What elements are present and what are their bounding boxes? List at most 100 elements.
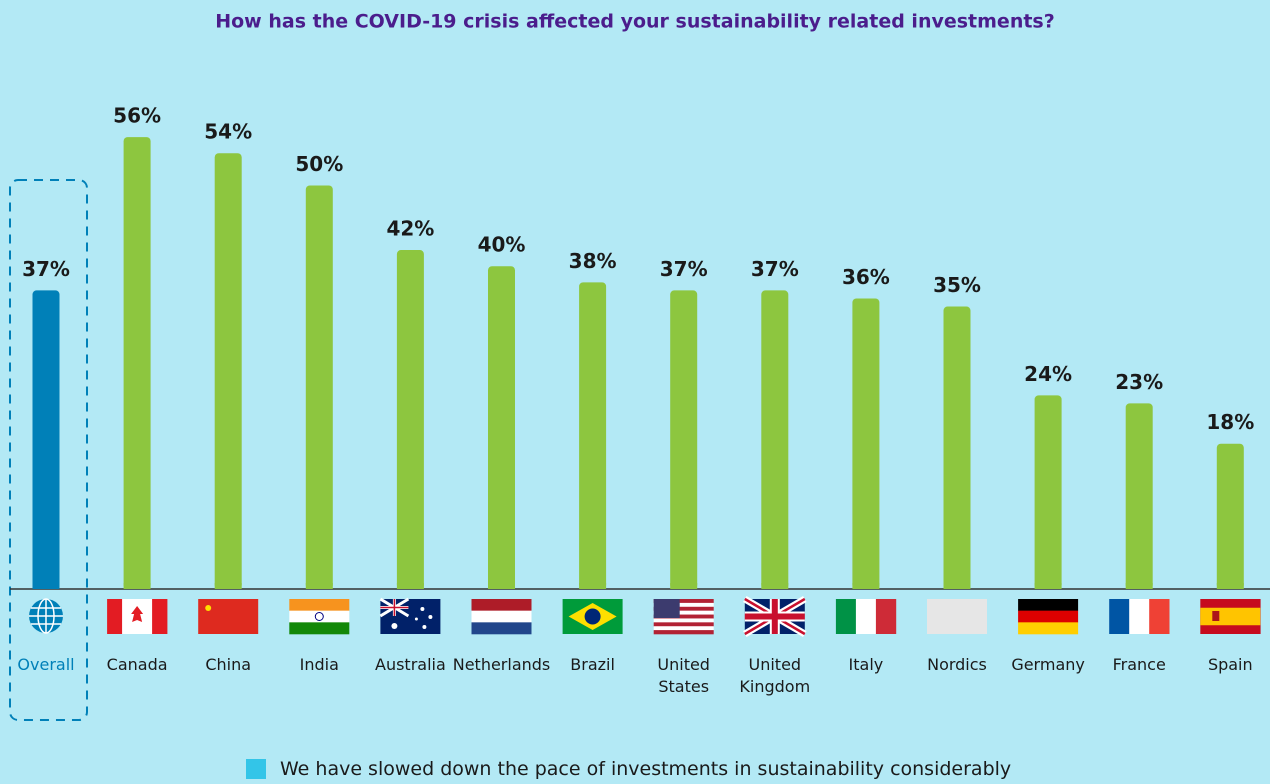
value-label: 18% [1206,410,1254,434]
flag [927,599,987,634]
legend-swatch [246,759,266,779]
bar [943,306,971,589]
flag-part [314,612,324,621]
flag-part [835,599,857,634]
legend: We have slowed down the pace of investme… [246,758,1011,780]
flag [107,599,168,634]
flag-part [1018,599,1079,611]
x-tick-label: Netherlands [452,655,551,674]
value-label: 24% [1024,362,1072,386]
x-tick-label: Brazil [570,655,615,674]
flag-part [653,610,714,615]
x-tick-label: France [1112,655,1166,674]
flag [1109,599,1170,634]
x-tick-label: Germany [1011,655,1085,674]
bar [32,290,60,589]
flag-part [653,618,714,623]
bar-foot [305,583,333,589]
flag-part [927,599,987,634]
x-tick-label: United States [657,655,710,696]
flag-part [744,599,805,634]
bar-foot [1216,583,1244,589]
flag-part [198,599,259,634]
legend-label: We have slowed down the pace of investme… [280,758,1012,780]
flag-part [653,630,714,635]
flag-part [471,599,532,611]
flag [562,599,623,634]
bar-foot [396,583,424,589]
bar [214,153,242,589]
bar [123,137,151,589]
globe-line [31,607,61,625]
flag-part [391,623,398,629]
flag-part [1018,610,1079,623]
flag [289,599,350,635]
value-label: 37% [751,257,799,281]
bar [396,250,424,589]
x-tick-label: India [299,655,339,674]
value-label: 54% [204,120,252,144]
bar-foot [943,583,971,589]
flag-part [653,614,714,619]
x-tick-label: China [205,655,252,674]
bar [488,266,515,589]
value-label: 36% [842,265,890,289]
bar-foot [488,583,515,589]
bar [1125,403,1153,589]
bar [852,298,880,589]
flag-part [584,608,601,625]
flag-part [653,599,680,618]
value-label: 56% [113,104,161,128]
flag-part [420,607,425,611]
chart-title: How has the COVID-19 crisis affected you… [215,11,1055,33]
flag-part [653,602,714,608]
x-tick-label: Italy [848,655,884,674]
flag [471,599,532,635]
flag [29,598,63,634]
flag-part [1149,599,1170,634]
flag-part [422,625,427,629]
value-label: 23% [1115,370,1163,394]
flag [835,599,897,634]
flag-part [1200,607,1261,626]
flag-part [205,605,212,611]
flag-part [653,626,714,631]
value-label: 37% [660,257,708,281]
flag-part [653,622,714,627]
bar [579,282,607,589]
bar-foot [579,583,607,589]
globe-line [37,598,55,634]
x-tick-label: Canada [106,655,168,674]
bar-foot [214,583,242,589]
flag [198,599,259,634]
flag-part [471,622,532,635]
flag [743,595,807,638]
flag-part [1018,622,1079,635]
value-label: 42% [386,217,434,241]
flag-part [428,615,433,619]
flag-part [152,599,168,634]
flag-part [855,599,877,634]
x-tick-label: Australia [375,655,446,674]
flag-part [875,599,897,634]
flag-part [414,617,418,621]
highlight-box [9,179,88,721]
bar-foot [123,583,151,589]
bar-foot [761,583,789,589]
flag-part [1212,611,1220,621]
bar-foot [1034,583,1062,589]
bar [1034,395,1062,589]
bar [305,185,333,589]
value-label: 40% [478,233,526,257]
flag-part [1109,599,1130,634]
value-label: 50% [295,152,343,176]
bar-foot [1125,583,1153,589]
bar-foot [32,583,60,589]
flag [1018,599,1079,635]
bar [670,290,698,589]
flag-part [471,610,532,623]
x-tick-label: Spain [1207,655,1253,674]
x-tick-label: United Kingdom [739,655,811,696]
